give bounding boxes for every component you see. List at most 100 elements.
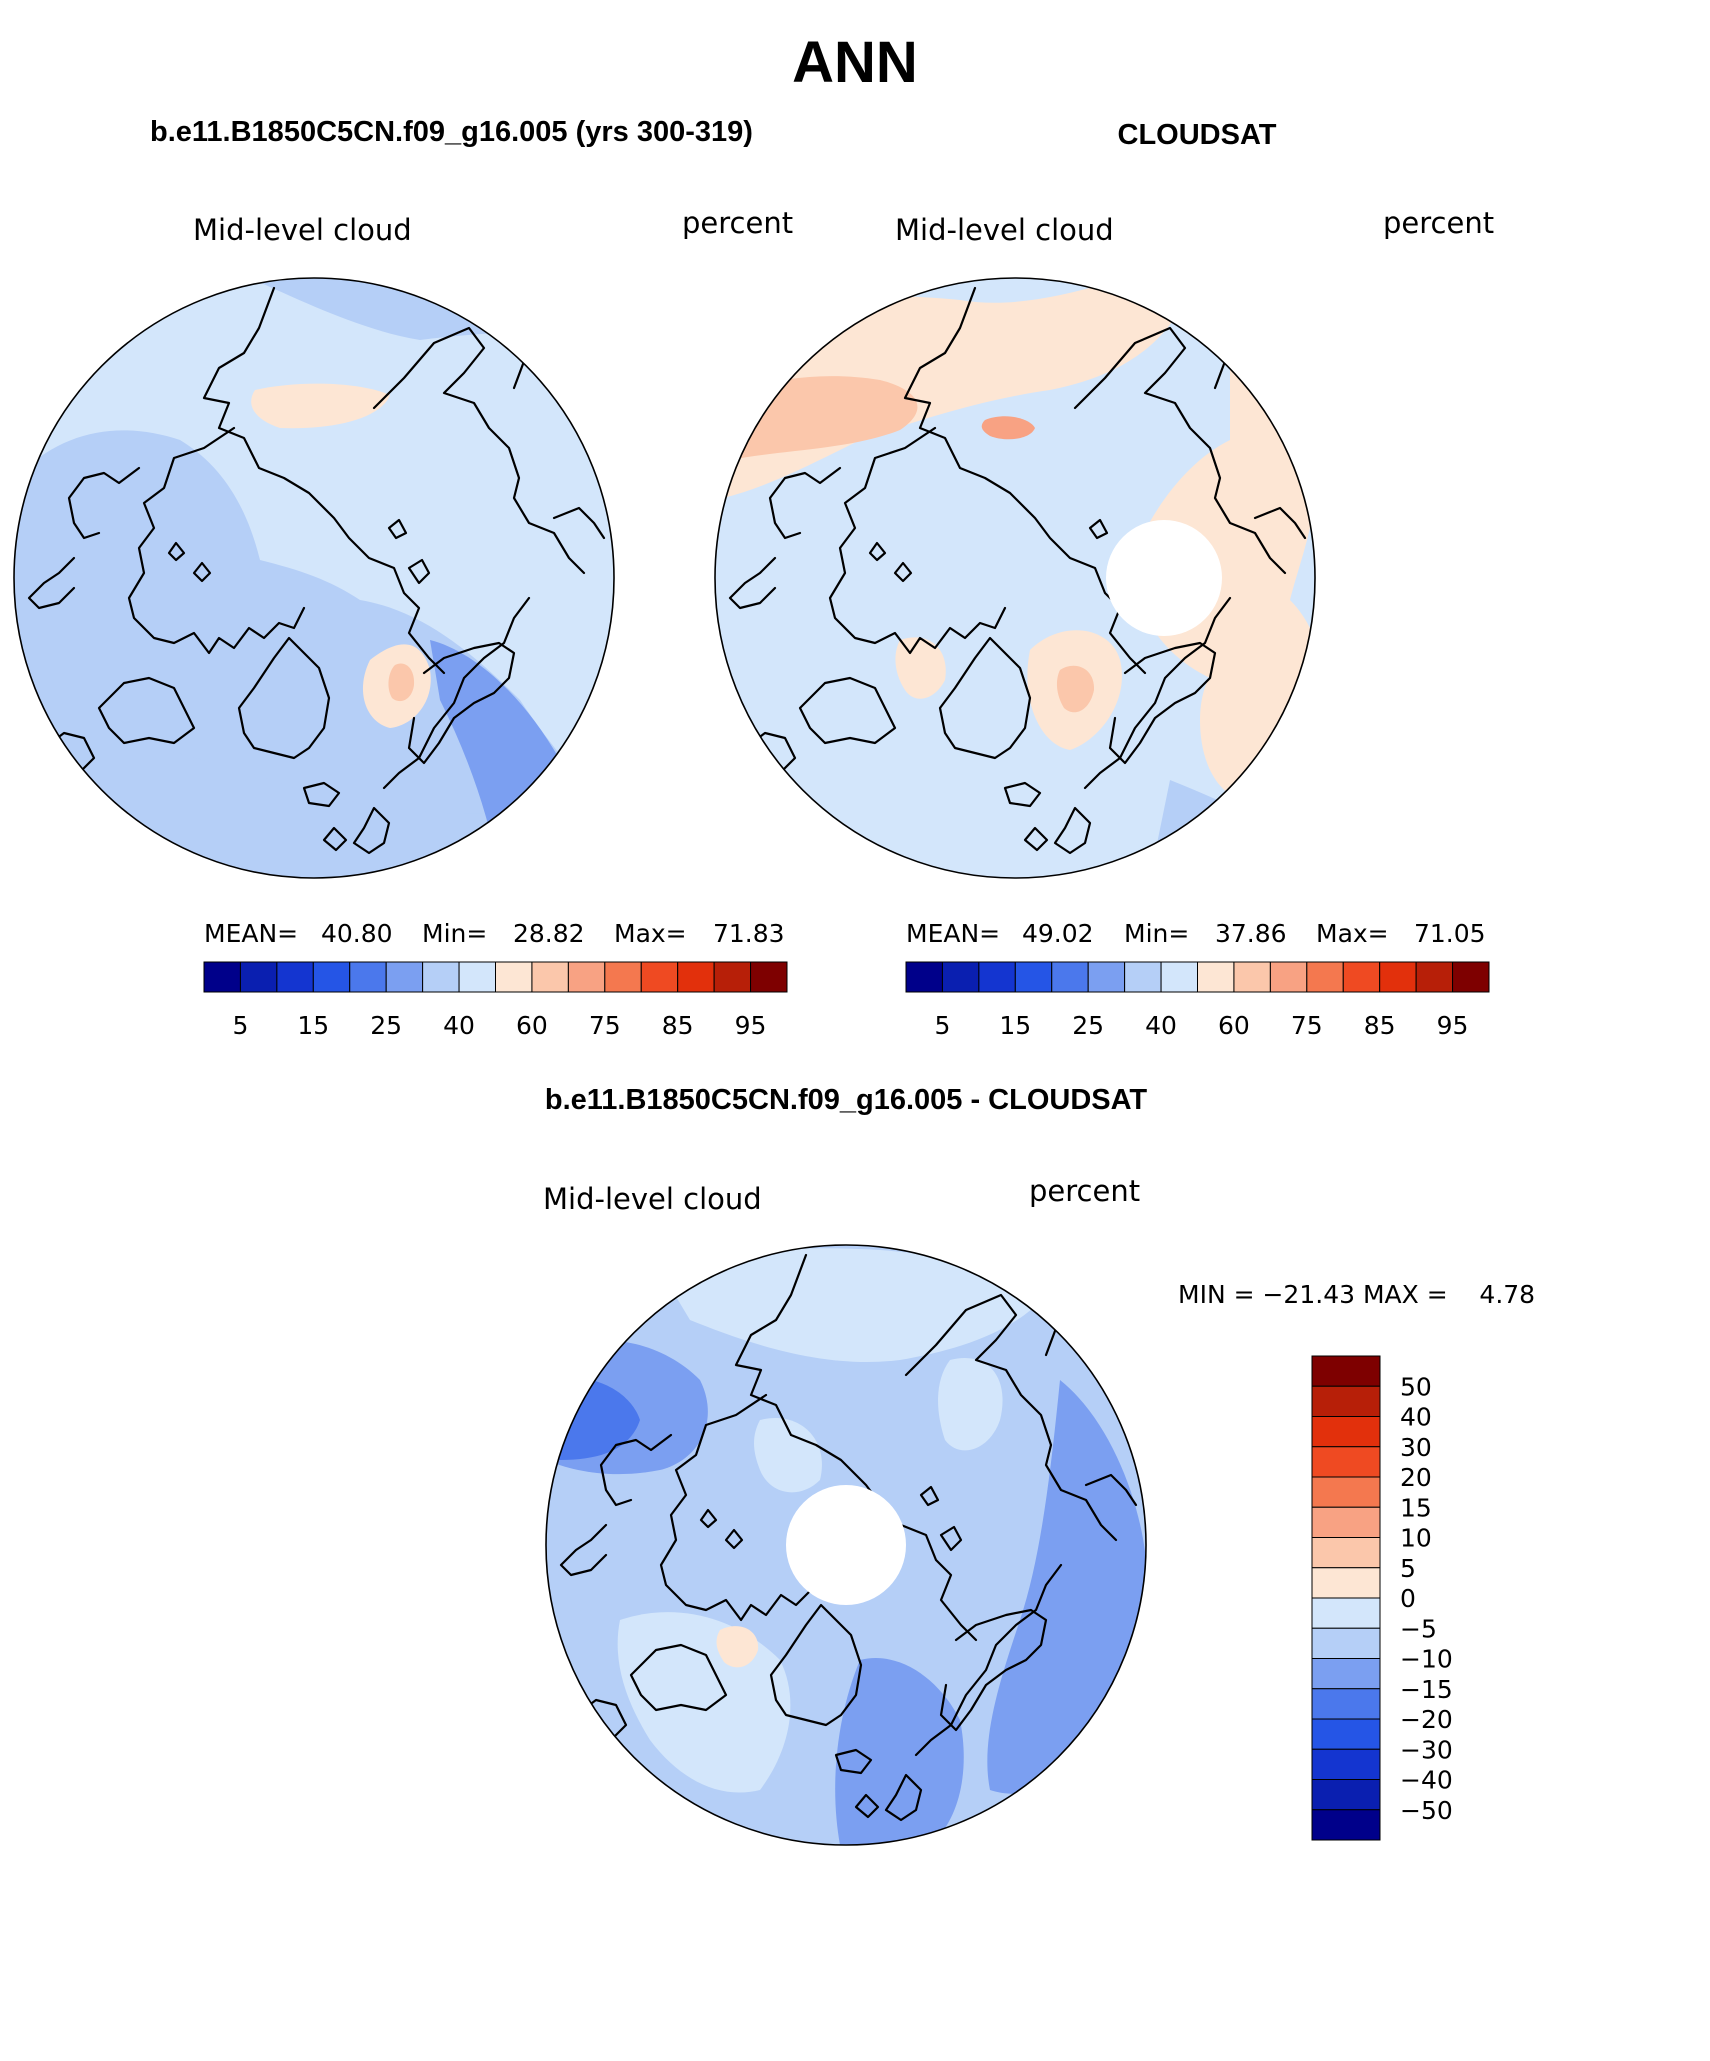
diff-colorbar-tick-label: −15	[1400, 1675, 1453, 1704]
diff-colorbar-box-8	[1311, 1597, 1381, 1629]
diff-colorbar-box-6	[1311, 1537, 1381, 1569]
diff-colorbar-box-12	[1311, 1718, 1381, 1750]
diff-colorbar-box-7	[1311, 1567, 1381, 1599]
obs-contour-orange-west	[981, 416, 1035, 440]
diff-contour-mid-east	[987, 1380, 1146, 1794]
diff-polar-hole	[786, 1485, 906, 1605]
panel-diff-heading: b.e11.B1850C5CN.f09_g16.005 - CLOUDSAT	[545, 1084, 1148, 1116]
diff-colorbar-tick-label: 30	[1400, 1433, 1432, 1462]
diff-colorbar-tick-label: 10	[1400, 1524, 1432, 1553]
obs-contour-salmon-greenland	[1056, 665, 1095, 713]
model-colorbar-tick-label: 95	[735, 1011, 767, 1040]
diff-colorbar-box-10	[1311, 1658, 1381, 1690]
obs-colorbar-box-4	[1051, 961, 1089, 993]
panel-model-min-label: Min=	[422, 919, 487, 948]
panel-obs-map-rim	[714, 277, 1316, 879]
panel-model-max-label: Max=	[614, 919, 687, 948]
model-colorbar-box-0	[203, 961, 241, 993]
panel-diff: b.e11.B1850C5CN.f09_g16.005 - CLOUDSAT M…	[543, 1084, 1535, 1846]
model-colorbar-box-12	[640, 961, 679, 993]
model-colorbar-tick-label: 15	[297, 1011, 329, 1040]
obs-colorbar-tick-label: 75	[1291, 1011, 1323, 1040]
obs-colorbar-tick-label: 85	[1364, 1011, 1396, 1040]
model-colorbar-box-4	[349, 961, 387, 993]
panel-model-colorbar: 5 15 25 40 60 75 85 95	[203, 961, 788, 1040]
model-colorbar-box-3	[312, 961, 351, 993]
obs-contour-salmon-east	[1398, 454, 1418, 481]
panel-model-units: percent	[682, 206, 793, 240]
obs-colorbar-box-9	[1233, 961, 1271, 993]
obs-colorbar-tick-label: 25	[1072, 1011, 1104, 1040]
panel-diff-map	[546, 1245, 1146, 1845]
panel-model-min-value: 28.82	[513, 919, 585, 948]
diff-colorbar-tick-label: 40	[1400, 1403, 1432, 1432]
obs-colorbar-tick-label: 60	[1218, 1011, 1250, 1040]
diff-colorbar-tick-label: −50	[1400, 1796, 1453, 1825]
model-colorbar-box-15	[750, 961, 788, 993]
diff-colorbar-tick-label: −5	[1400, 1614, 1437, 1643]
model-colorbar-box-8	[495, 961, 533, 993]
panel-model-mean-value: 40.80	[321, 919, 393, 948]
diff-colorbar-box-11	[1311, 1688, 1381, 1720]
model-colorbar-box-10	[567, 961, 606, 993]
model-colorbar-box-11	[604, 961, 642, 993]
diff-contour-pale-tongue	[754, 1418, 822, 1493]
model-colorbar-box-14	[713, 961, 752, 993]
model-colorbar-tick-label: 75	[589, 1011, 621, 1040]
main-title: ANN	[792, 30, 918, 95]
panel-obs-units: percent	[1383, 206, 1494, 240]
obs-colorbar-box-8	[1197, 961, 1235, 993]
model-colorbar-box-2	[276, 961, 314, 993]
obs-colorbar-box-5	[1087, 961, 1126, 993]
panel-obs-max-value: 71.05	[1414, 919, 1486, 948]
obs-contour-blue-south	[1150, 780, 1300, 878]
diff-colorbar-box-13	[1311, 1748, 1381, 1780]
obs-polar-hole	[1106, 520, 1222, 636]
obs-colorbar-box-7	[1160, 961, 1198, 993]
panel-obs-min-value: 37.86	[1215, 919, 1287, 948]
panel-model: b.e11.B1850C5CN.f09_g16.005 (yrs 300-319…	[13, 116, 793, 1040]
obs-colorbar-tick-label: 95	[1437, 1011, 1469, 1040]
obs-colorbar-tick-label: 15	[999, 1011, 1031, 1040]
diff-contour-peach-greenland	[716, 1626, 759, 1668]
obs-colorbar-box-10	[1269, 961, 1308, 993]
obs-colorbar-box-1	[941, 961, 980, 993]
model-colorbar-tick-label: 85	[662, 1011, 694, 1040]
panel-obs-variable: Mid-level cloud	[895, 213, 1114, 247]
obs-colorbar-box-15	[1452, 961, 1490, 993]
obs-contour-peach-hudson	[895, 637, 946, 699]
panel-model-mean-label: MEAN=	[204, 919, 298, 948]
diff-colorbar-box-2	[1311, 1416, 1381, 1448]
diff-colorbar-tick-label: −10	[1400, 1645, 1453, 1674]
obs-colorbar-box-2	[978, 961, 1016, 993]
panel-model-map-rim	[13, 277, 615, 879]
obs-colorbar-box-12	[1342, 961, 1381, 993]
panel-obs-mean-label: MEAN=	[906, 919, 1000, 948]
diff-colorbar-box-1	[1311, 1385, 1381, 1417]
obs-colorbar-tick-label: 40	[1145, 1011, 1177, 1040]
obs-colorbar-box-14	[1415, 961, 1454, 993]
model-colorbar-box-13	[677, 961, 715, 993]
obs-colorbar-box-0	[905, 961, 943, 993]
panel-obs-stats: MEAN= 49.02 Min= 37.86 Max= 71.05	[906, 919, 1486, 948]
model-contour-peach-pacific	[251, 383, 390, 429]
diff-colorbar-tick-label: 15	[1400, 1493, 1432, 1522]
panel-obs-colorbar: 5 15 25 40 60 75 85 95	[905, 961, 1490, 1040]
model-colorbar-box-1	[239, 961, 278, 993]
diff-colorbar-box-4	[1311, 1476, 1381, 1508]
panel-diff-map-rim	[545, 1244, 1147, 1846]
model-contour-peach-asia	[591, 410, 603, 460]
model-contour-salmon-greenland	[388, 663, 415, 702]
panel-diff-units: percent	[1029, 1174, 1140, 1208]
diff-colorbar-box-3	[1311, 1446, 1381, 1478]
model-colorbar-tick-label: 60	[516, 1011, 548, 1040]
diff-colorbar-tick-label: 5	[1400, 1554, 1416, 1583]
diff-colorbar-tick-label: −40	[1400, 1766, 1453, 1795]
panel-model-max-value: 71.83	[713, 919, 785, 948]
panel-obs-mean-value: 49.02	[1022, 919, 1094, 948]
model-colorbar-tick-label: 5	[232, 1011, 248, 1040]
panel-obs: CLOUDSAT Mid-level cloud percent MEAN= 4…	[714, 119, 1494, 1040]
panel-model-variable: Mid-level cloud	[193, 213, 412, 247]
